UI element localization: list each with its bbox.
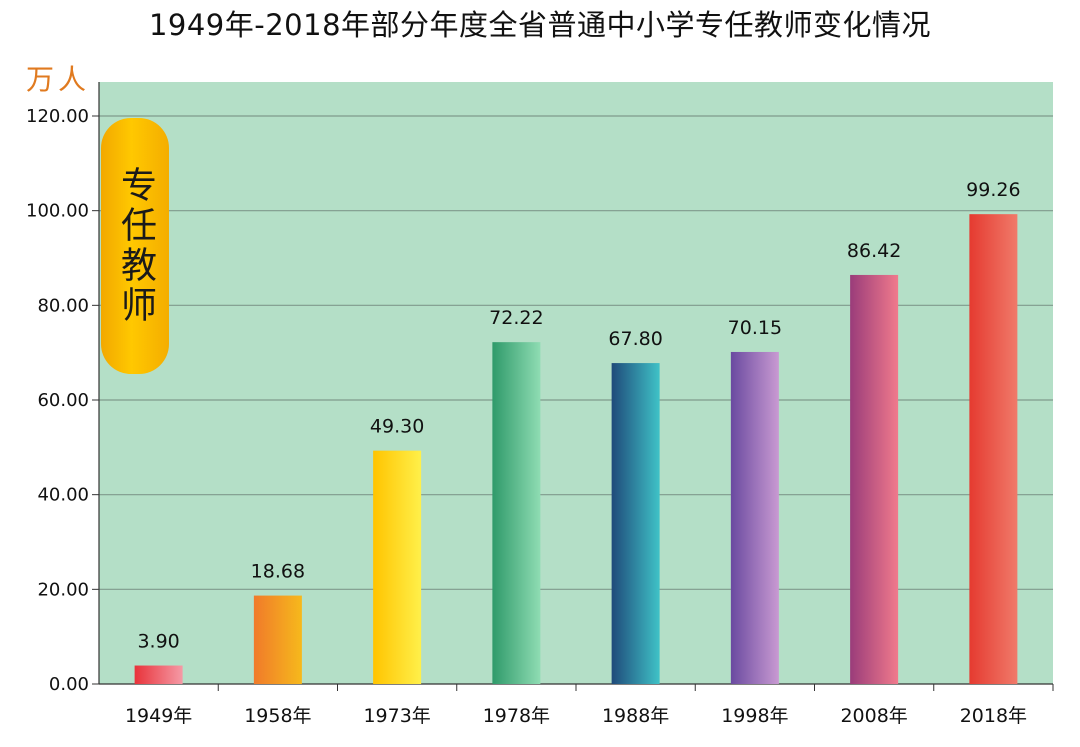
x-tick-label: 1998年 — [721, 705, 788, 727]
bar — [611, 363, 660, 684]
data-label: 67.80 — [608, 328, 662, 350]
legend-badge: 专任教师 — [101, 118, 169, 374]
data-labels: 3.90 18.68 49.30 72.22 67.80 70.15 86.42 99.26 — [137, 179, 1020, 652]
bar — [373, 450, 422, 684]
data-label: 18.68 — [251, 561, 305, 583]
x-tick-label: 1973年 — [363, 705, 430, 727]
bar — [730, 351, 779, 684]
data-label: 70.15 — [728, 317, 782, 339]
y-tick-label: 60.00 — [37, 390, 89, 411]
chart-title: 1949年-2018年部分年度全省普通中小学专任教师变化情况 — [148, 8, 932, 42]
data-label: 49.30 — [370, 416, 424, 438]
plot-background — [99, 82, 1053, 684]
x-tick-label: 1988年 — [602, 705, 669, 727]
axes: 0.00 20.00 40.00 60.00 80.00 100.00 120.00 1949… — [26, 82, 1054, 727]
bar — [492, 342, 541, 684]
bar — [253, 595, 302, 684]
y-tick-label: 40.00 — [37, 485, 89, 506]
y-tick-label: 120.00 — [26, 106, 89, 127]
bar — [134, 665, 183, 684]
data-label: 99.26 — [966, 179, 1020, 201]
bar — [969, 214, 1018, 685]
bar — [850, 274, 899, 684]
y-tick-label: 100.00 — [26, 201, 89, 222]
data-label: 72.22 — [489, 307, 543, 329]
y-tick-label: 80.00 — [37, 295, 89, 316]
badge-label: 专任教师 — [115, 166, 156, 326]
data-label: 86.42 — [847, 240, 901, 262]
x-tick-label: 1949年 — [125, 705, 192, 727]
x-tick-label: 2008年 — [840, 705, 907, 727]
y-tick-label: 0.00 — [49, 674, 89, 695]
x-tick-label: 2018年 — [960, 705, 1027, 727]
x-tick-label: 1958年 — [244, 705, 311, 727]
y-tick-label: 20.00 — [37, 579, 89, 600]
bars — [134, 214, 1018, 685]
y-axis-unit-label: 万人 — [26, 63, 91, 96]
data-label: 3.90 — [137, 631, 179, 653]
x-tick-label: 1978年 — [483, 705, 550, 727]
